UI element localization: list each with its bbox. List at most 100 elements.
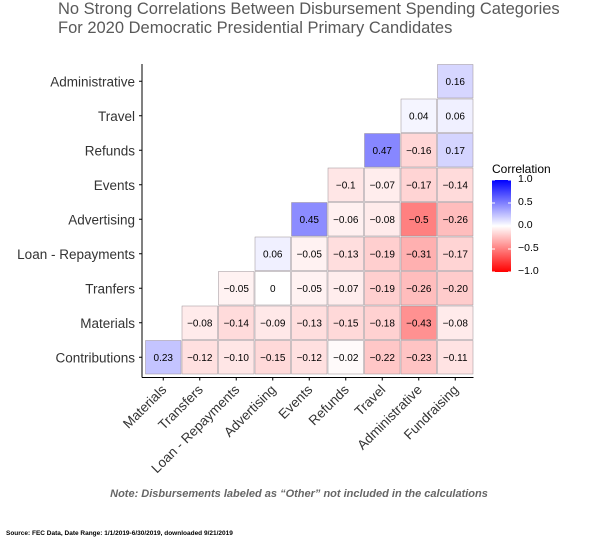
cell-value-label: −0.15 <box>333 318 359 329</box>
heatmap-cell <box>181 340 218 375</box>
heatmap-cell <box>291 305 328 340</box>
heatmap-cell <box>437 305 474 340</box>
y-axis-tick-label: Travel <box>98 109 135 124</box>
cell-value-label: −0.1 <box>336 180 356 191</box>
correlation-heatmap: 0.160.04 0.060.47 −0.16 0.17−0.1 −0.07 −0.17−… <box>17 64 511 476</box>
cell-value-label: −0.08 <box>370 215 396 226</box>
heatmap-cell <box>327 236 364 271</box>
heatmap-cell <box>327 305 364 340</box>
heatmap-cell <box>400 305 437 340</box>
y-axis-tick-label: Loan - Repayments <box>17 247 135 262</box>
heatmap-cell <box>400 98 437 133</box>
cell-value-label: −0.09 <box>260 318 286 329</box>
cell-value-label: −0.05 <box>224 284 250 295</box>
cell-value-label: −0.14 <box>443 180 469 191</box>
cell-value-label: −0.20 <box>443 284 469 295</box>
heatmap-cell <box>364 340 401 375</box>
heatmap-cell <box>291 340 328 375</box>
heatmap-cell <box>364 236 401 271</box>
heatmap-cell <box>437 271 474 306</box>
cell-value-label: −0.16 <box>406 146 432 157</box>
heatmap-cell <box>254 271 291 306</box>
heatmap-cells: 0.160.04 0.060.47 −0.16 0.17−0.1 −0.07 −0.17−… <box>145 64 474 375</box>
heatmap-cell <box>400 202 437 237</box>
legend-tick-label: 1.0 <box>518 173 533 185</box>
cell-value-label: −0.23 <box>406 353 432 364</box>
heatmap-cell <box>437 64 474 99</box>
chart-title-line-2: For 2020 Democratic Presidential Primary… <box>58 19 453 37</box>
heatmap-cell <box>437 98 474 133</box>
chart-title: No Strong Correlations Between Disbursem… <box>58 0 560 38</box>
legend <box>492 179 511 273</box>
cell-value-label: −0.19 <box>370 284 396 295</box>
heatmap-cell <box>291 271 328 306</box>
cell-value-label: −0.08 <box>443 318 469 329</box>
cell-value-label: −0.19 <box>370 249 396 260</box>
legend-tick-label: −0.5 <box>518 242 539 254</box>
heatmap-cell <box>364 167 401 202</box>
heatmap-cell <box>437 133 474 168</box>
heatmap-cell <box>254 305 291 340</box>
cell-value-label: −0.02 <box>333 353 359 364</box>
cell-value-label: −0.05 <box>297 249 323 260</box>
heatmap-cell <box>291 236 328 271</box>
legend-title: Correlation <box>492 162 551 176</box>
cell-value-label: −0.17 <box>443 249 469 260</box>
heatmap-cell <box>400 340 437 375</box>
y-axis-tick-label: Materials <box>80 316 135 331</box>
cell-value-label: −0.13 <box>297 318 323 329</box>
cell-value-label: −0.26 <box>406 284 432 295</box>
cell-value-label: −0.07 <box>333 284 359 295</box>
heatmap-cell <box>218 271 255 306</box>
heatmap-cell <box>364 305 401 340</box>
heatmap-cell <box>364 202 401 237</box>
cell-value-label: −0.15 <box>260 353 286 364</box>
legend-tick-label: 0.0 <box>518 219 533 231</box>
legend-color-bar <box>492 180 511 272</box>
heatmap-cell <box>327 271 364 306</box>
y-axis-tick-label: Advertising <box>68 212 135 227</box>
cell-value-label: −0.5 <box>409 215 429 226</box>
heatmap-cell <box>291 202 328 237</box>
heatmap-cell <box>364 271 401 306</box>
heatmap-cell <box>218 340 255 375</box>
cell-value-label: 0.47 <box>373 146 393 157</box>
cell-value-label: −0.05 <box>297 284 323 295</box>
heatmap-cell <box>400 271 437 306</box>
heatmap-cell <box>327 340 364 375</box>
cell-value-label: −0.14 <box>224 318 250 329</box>
heatmap-cell <box>327 202 364 237</box>
cell-value-label: 0.16 <box>446 77 466 88</box>
heatmap-cell <box>400 133 437 168</box>
x-axis-tick-label: Refunds <box>306 382 352 428</box>
heatmap-cell <box>437 340 474 375</box>
heatmap-cell <box>145 340 182 375</box>
cell-value-label: −0.11 <box>443 353 468 364</box>
heatmap-cell <box>437 236 474 271</box>
chart-title-line-1: No Strong Correlations Between Disbursem… <box>58 0 560 18</box>
cell-value-label: 0.23 <box>154 353 174 364</box>
source-caption: Source: FEC Data, Date Range: 1/1/2019-6… <box>6 530 233 537</box>
cell-value-label: 0.45 <box>300 215 320 226</box>
cell-value-label: 0.17 <box>446 146 466 157</box>
cell-value-label: 0.06 <box>446 111 466 122</box>
heatmap-cell <box>218 305 255 340</box>
cell-value-label: −0.08 <box>187 318 213 329</box>
y-axis-tick-label: Refunds <box>85 143 136 158</box>
cell-value-label: −0.18 <box>370 318 396 329</box>
heatmap-cell <box>437 202 474 237</box>
footnote: Note: Disbursements labeled as “Other” n… <box>110 488 488 500</box>
y-axis-tick-label: Administrative <box>50 74 135 89</box>
cell-value-label: −0.10 <box>224 353 250 364</box>
heatmap-cell <box>327 167 364 202</box>
cell-value-label: −0.22 <box>370 353 396 364</box>
cell-value-label: −0.43 <box>406 318 432 329</box>
y-axis-tick-label: Events <box>94 178 136 193</box>
cell-value-label: 0.04 <box>409 111 429 122</box>
y-axis-tick-label: Tranfers <box>85 281 135 296</box>
legend-tick-label: 0.5 <box>518 196 533 208</box>
heatmap-cell <box>254 340 291 375</box>
cell-value-label: 0 <box>270 284 276 295</box>
cell-value-label: −0.31 <box>406 249 432 260</box>
y-axis-tick-label: Contributions <box>55 350 135 365</box>
